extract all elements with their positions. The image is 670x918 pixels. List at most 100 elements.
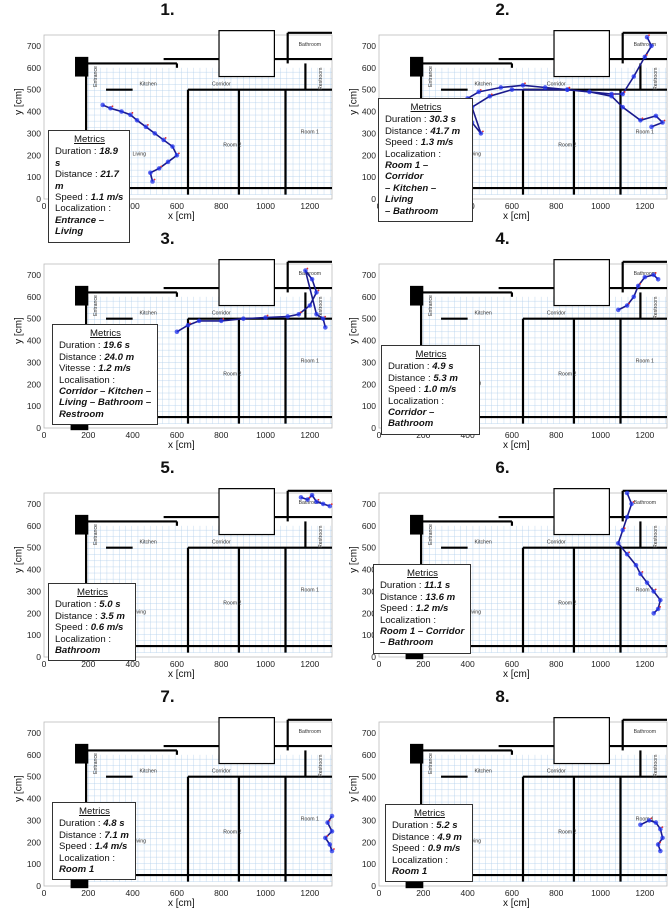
x-axis-label: x [cm] xyxy=(503,669,530,680)
metric-label: Distance : xyxy=(385,125,431,137)
room-label-living: Living xyxy=(467,838,481,844)
room-label-room2: Room 2 xyxy=(558,830,576,836)
trajectory-point xyxy=(638,117,643,123)
metric-row: Speed : 1.0 m/s xyxy=(388,384,474,395)
trajectory-point xyxy=(150,179,155,184)
trajectory-point xyxy=(303,268,308,273)
detection-marker xyxy=(308,496,311,499)
detection-marker xyxy=(482,130,484,133)
y-tick-label: 200 xyxy=(27,150,41,160)
x-tick-label: 0 xyxy=(42,201,47,211)
y-tick-label: 500 xyxy=(27,314,41,324)
floorplan-plot: Bathroom Kitchen Corridor Restroom Entrance R… xyxy=(27,488,333,669)
metric-label: Speed : xyxy=(59,841,95,853)
x-tick-label: 1200 xyxy=(300,659,319,669)
y-tick-label: 100 xyxy=(27,401,41,411)
trajectory-point xyxy=(298,495,304,500)
x-axis-label: x [cm] xyxy=(503,440,530,451)
trajectory-point xyxy=(565,87,570,92)
y-tick-label: 600 xyxy=(362,292,376,302)
localization-value: Room 1 – Corridor xyxy=(380,626,465,638)
room-label-living: Living xyxy=(467,151,481,157)
trajectory-point xyxy=(644,580,650,585)
room-label-room1: Room 1 xyxy=(636,129,654,135)
x-tick-label: 800 xyxy=(549,430,563,440)
detection-marker xyxy=(189,322,191,325)
y-tick-label: 200 xyxy=(27,379,41,389)
room-label-living: Living xyxy=(132,151,146,157)
x-tick-label: 1000 xyxy=(591,888,610,898)
metric-row: Distance : 4.9 m xyxy=(392,832,467,843)
detection-marker xyxy=(639,282,642,285)
y-tick-label: 300 xyxy=(362,586,376,596)
trajectory-point xyxy=(314,311,319,317)
panel-number: 6. xyxy=(495,458,510,477)
y-tick-label: 100 xyxy=(27,630,41,640)
y-tick-label: 0 xyxy=(371,423,376,433)
trajectory-point xyxy=(325,820,330,825)
localization-label: Localization : xyxy=(55,633,111,645)
metric-value: 1.3 m/s xyxy=(420,137,454,149)
panel-2: Bathroom Kitchen Corridor Restroom Entrance R… xyxy=(335,0,670,229)
metric-row: Speed : 1.4 m/s xyxy=(59,841,130,852)
trajectory-point xyxy=(642,274,648,280)
y-tick-label: 400 xyxy=(362,565,376,575)
metric-value: 18.9 s xyxy=(55,146,118,169)
room-label-kitchen: Kitchen xyxy=(474,310,491,316)
localization-label: Localisation : xyxy=(59,374,115,386)
x-tick-label: 1000 xyxy=(591,430,610,440)
trajectory-point xyxy=(609,91,614,97)
trajectory-point xyxy=(241,316,246,321)
metric-label: Vitesse : xyxy=(59,363,99,375)
trajectory-point xyxy=(649,43,654,49)
y-tick-label: 100 xyxy=(27,859,41,869)
x-tick-label: 600 xyxy=(505,430,519,440)
room-label-entrance: Entrance xyxy=(428,295,434,316)
x-tick-label: 1200 xyxy=(635,888,654,898)
metric-row: Speed : 1.3 m/s xyxy=(385,137,467,148)
x-tick-label: 0 xyxy=(377,659,382,669)
floorplan-plot: Bathroom Kitchen Corridor Restroom Entrance R… xyxy=(27,717,335,898)
y-tick-label: 700 xyxy=(27,270,41,280)
trajectory-point xyxy=(165,159,171,165)
y-axis-label: y [cm] xyxy=(13,775,25,802)
room-label-entrance: Entrance xyxy=(93,753,99,774)
trajectory-point xyxy=(624,303,630,308)
metric-label: Duration : xyxy=(59,818,104,830)
x-tick-label: 1200 xyxy=(300,201,319,211)
room-label-room2: Room 2 xyxy=(223,830,241,836)
detection-marker xyxy=(317,289,320,292)
detection-marker xyxy=(628,551,631,554)
trajectory-point xyxy=(327,503,333,509)
metrics-box: Metrics Duration : 30.3 s Distance : 41.7 … xyxy=(378,98,473,223)
x-tick-label: 400 xyxy=(126,659,140,669)
trajectory-point xyxy=(100,102,106,108)
trajectory-point xyxy=(653,820,659,825)
room-label-entrance: Entrance xyxy=(428,753,434,774)
trajectory-point xyxy=(329,813,335,819)
metric-label: Speed : xyxy=(392,843,428,855)
x-tick-label: 400 xyxy=(126,430,140,440)
metrics-title: Metrics xyxy=(79,806,110,817)
metric-label: Duration : xyxy=(55,599,100,611)
y-tick-label: 200 xyxy=(362,379,376,389)
metric-row: Duration : 4.8 s xyxy=(59,818,130,829)
y-tick-label: 400 xyxy=(27,336,41,346)
detection-marker xyxy=(153,178,156,181)
trajectory-point xyxy=(320,501,326,507)
y-tick-label: 200 xyxy=(362,837,376,847)
detection-marker xyxy=(654,272,657,274)
metric-value: 21.7 m xyxy=(55,169,120,192)
y-axis-label: y [cm] xyxy=(13,88,25,115)
trajectory-point xyxy=(631,74,637,79)
metric-row: Duration : 4.9 s xyxy=(388,361,474,372)
metric-row: Duration : 30.3 s xyxy=(385,114,467,125)
room-label-corridor: Corridor xyxy=(547,539,566,545)
detection-marker xyxy=(306,267,309,270)
room-label-corridor: Corridor xyxy=(547,768,566,774)
y-tick-label: 500 xyxy=(27,543,41,553)
metric-value: 4.8 s xyxy=(103,818,125,830)
x-tick-label: 200 xyxy=(81,430,95,440)
trajectory-point xyxy=(498,85,504,90)
room-label-restroom: Restroom xyxy=(653,754,659,777)
